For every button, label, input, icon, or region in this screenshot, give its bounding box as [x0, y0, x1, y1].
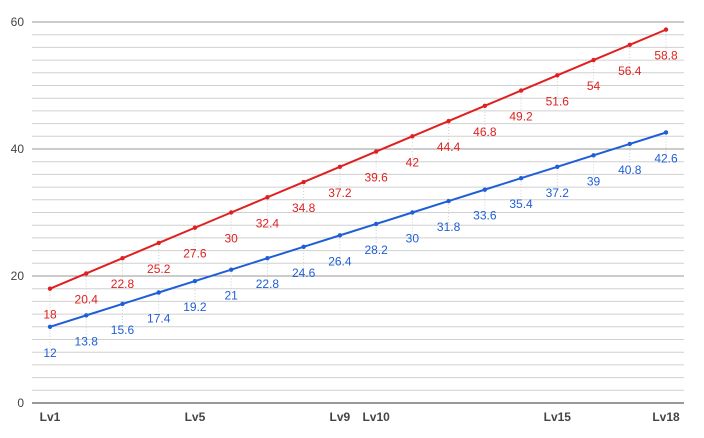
data-point	[373, 149, 379, 154]
data-label: 35.4	[509, 197, 533, 211]
data-point	[663, 130, 669, 135]
data-label: 54	[587, 79, 601, 93]
data-label: 27.6	[183, 247, 207, 261]
x-tick-label: Lv18	[652, 410, 680, 424]
data-point	[591, 57, 596, 63]
x-tick-label: Lv1	[40, 410, 61, 424]
data-label: 33.6	[473, 209, 497, 223]
data-label: 25.2	[147, 262, 171, 276]
data-point	[482, 187, 488, 192]
data-point	[482, 103, 488, 109]
data-point	[120, 256, 125, 261]
data-label: 39	[587, 174, 601, 188]
data-point	[265, 195, 270, 200]
data-label: 22.8	[256, 277, 280, 291]
data-label: 21	[224, 289, 238, 303]
data-point	[555, 73, 560, 78]
data-point	[84, 313, 89, 318]
y-axis-ticks: 0 20 40 60	[11, 15, 25, 410]
data-label: 37.2	[546, 186, 570, 200]
data-point	[446, 198, 451, 204]
data-label: 30	[224, 232, 238, 246]
data-label: 32.4	[256, 216, 280, 230]
data-label: 26.4	[328, 254, 352, 268]
data-point	[120, 301, 125, 307]
data-point	[410, 134, 415, 139]
data-label: 18	[43, 308, 57, 322]
data-point	[47, 286, 53, 291]
data-point	[84, 271, 89, 276]
data-label: 42	[406, 155, 420, 169]
x-tick-label: Lv10	[362, 410, 390, 424]
data-point	[591, 153, 596, 158]
data-label: 37.2	[328, 186, 352, 200]
data-label: 44.4	[437, 140, 461, 154]
data-label: 58.8	[654, 49, 678, 63]
data-label: 49.2	[509, 110, 533, 124]
data-label: 46.8	[473, 125, 497, 139]
data-label: 12	[43, 346, 57, 360]
data-label: 42.6	[654, 151, 678, 165]
data-point	[192, 225, 198, 230]
data-label: 13.8	[75, 334, 99, 348]
x-tick-label: Lv5	[185, 410, 206, 424]
data-point	[337, 233, 343, 238]
data-label: 22.8	[111, 277, 135, 291]
data-label: 20.4	[75, 292, 99, 306]
data-point	[301, 244, 306, 249]
data-point	[446, 118, 451, 124]
data-point	[410, 210, 415, 215]
y-tick-label: 40	[11, 142, 25, 156]
data-label: 19.2	[183, 300, 207, 314]
grid-lines	[32, 21, 684, 404]
y-tick-label: 60	[11, 15, 25, 29]
data-label: 30	[406, 232, 420, 246]
y-tick-label: 20	[11, 269, 25, 283]
data-point	[228, 210, 234, 215]
data-point	[337, 164, 343, 169]
data-label: 15.6	[111, 323, 135, 337]
data-point	[228, 267, 234, 272]
x-tick-label: Lv15	[544, 410, 572, 424]
data-point	[47, 324, 53, 329]
data-point	[627, 42, 632, 48]
data-point	[156, 240, 161, 246]
x-axis-ticks: Lv1 Lv5 Lv9 Lv10 Lv15 Lv18	[40, 410, 680, 424]
data-point	[518, 88, 524, 93]
data-point	[265, 256, 270, 261]
data-label: 40.8	[618, 163, 642, 177]
data-point	[555, 164, 560, 169]
data-label: 56.4	[618, 64, 642, 78]
data-point	[192, 278, 198, 284]
data-point	[627, 141, 632, 147]
series-line	[49, 28, 667, 290]
data-label: 51.6	[546, 94, 570, 108]
y-tick-label: 0	[17, 396, 24, 410]
data-label: 17.4	[147, 312, 171, 326]
data-label: 34.8	[292, 201, 316, 215]
data-point	[663, 27, 669, 32]
series-line	[49, 131, 667, 328]
series-group: 18 20.4 22.8 25.2 27.6 30 32.4 34.8 37.2 39.6 42 44…	[43, 27, 678, 360]
data-label: 24.6	[292, 266, 316, 280]
data-label: 28.2	[364, 243, 388, 257]
data-point	[301, 179, 306, 185]
data-label: 39.6	[364, 171, 388, 185]
data-point	[518, 176, 524, 181]
x-tick-label: Lv9	[330, 410, 351, 424]
data-label: 31.8	[437, 220, 461, 234]
data-point	[156, 290, 161, 295]
data-point	[373, 221, 379, 227]
